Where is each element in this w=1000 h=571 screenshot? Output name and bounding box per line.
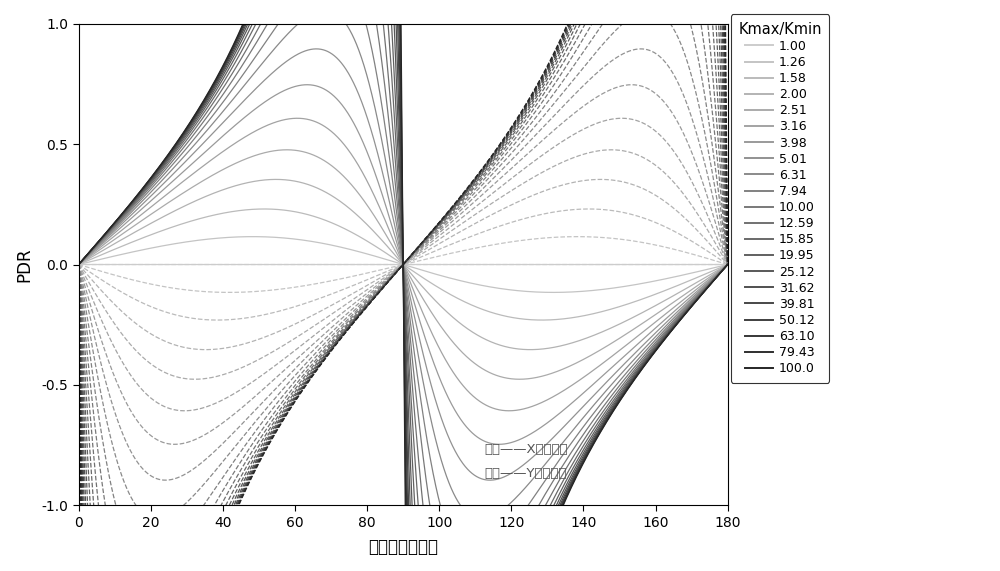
Legend: 1.00, 1.26, 1.58, 2.00, 2.51, 3.16, 3.98, 5.01, 6.31, 7.94, 10.00, 12.59, 15.85,: 1.00, 1.26, 1.58, 2.00, 2.51, 3.16, 3.98… (731, 14, 829, 383)
Y-axis label: PDR: PDR (15, 247, 33, 282)
X-axis label: 最大渗透率方向: 最大渗透率方向 (368, 538, 438, 556)
Text: 虚线——Y方向驱替: 虚线——Y方向驱替 (484, 468, 567, 480)
Text: 实线——X方向驱替: 实线——X方向驱替 (484, 444, 568, 456)
